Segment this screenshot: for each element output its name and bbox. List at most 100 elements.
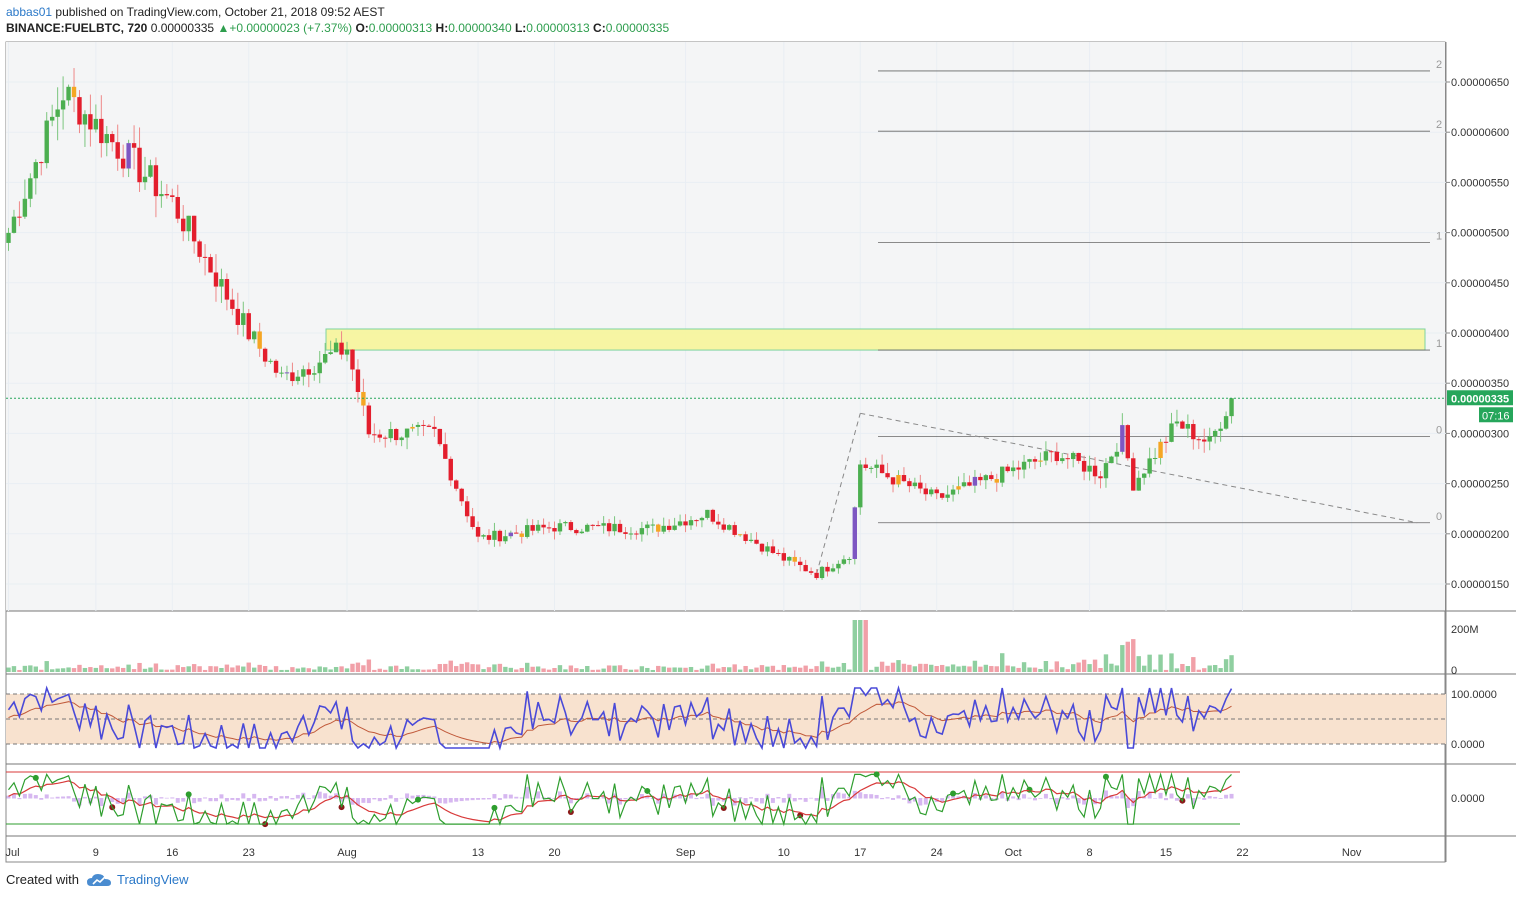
candle-body <box>312 373 317 375</box>
volume-bar <box>120 667 126 672</box>
author-link[interactable]: abbas01 <box>6 5 53 19</box>
candle-body <box>727 525 732 530</box>
volume-bar <box>426 669 432 672</box>
price-pane-bg <box>6 42 1445 611</box>
volume-bar <box>1054 661 1060 672</box>
volume-bar <box>939 664 945 672</box>
candle-body <box>694 520 699 522</box>
macd-hist-bar <box>1103 790 1108 799</box>
candle-body <box>1010 467 1016 472</box>
volume-bar <box>601 668 606 672</box>
candle-body <box>683 521 688 526</box>
macd-hist-bar <box>55 796 60 799</box>
volume-bar <box>262 666 268 672</box>
volume-bar <box>1196 669 1201 672</box>
candle-body <box>798 561 803 566</box>
macd-hist-bar <box>383 798 388 800</box>
volume-bar <box>716 668 721 672</box>
candle-body <box>1087 465 1092 472</box>
volume-bar <box>945 666 950 672</box>
macd-hist-bar <box>880 798 885 800</box>
volume-bar <box>661 666 666 672</box>
candle-body <box>759 543 765 552</box>
candle-body <box>1163 441 1169 443</box>
volume-bar <box>1010 666 1016 672</box>
macd-hist-bar <box>1174 798 1179 801</box>
candle-body <box>230 299 235 309</box>
volume-bar <box>328 669 333 672</box>
macd-hist-bar <box>1164 798 1169 801</box>
macd-hist-bar <box>710 798 715 806</box>
candle-body <box>1131 458 1136 491</box>
candle-body <box>443 444 448 459</box>
volume-bar <box>841 662 847 672</box>
candle-body <box>945 494 950 498</box>
candle-body <box>159 194 164 197</box>
candle-body <box>934 489 939 494</box>
candle-body <box>961 482 967 487</box>
volume-bar <box>252 667 257 672</box>
volume-axis-label: 0 <box>1451 665 1457 677</box>
candle-body <box>617 523 623 533</box>
candle-body <box>191 215 197 242</box>
volume-bar <box>792 666 797 672</box>
resistance-zone <box>325 328 1426 351</box>
volume-bar <box>907 664 912 672</box>
candle-body <box>262 348 268 362</box>
macd-hist-bar <box>1060 797 1065 799</box>
candle-body <box>49 116 55 121</box>
macd-hist-bar <box>268 795 273 799</box>
macd-hist-bar <box>787 793 792 799</box>
y-tick-label: 0.00000650 <box>1451 77 1509 89</box>
macd-hist-bar <box>1109 794 1114 799</box>
macd-hist-bar <box>1065 798 1070 800</box>
candle-body <box>677 521 683 526</box>
macd-hist-bar <box>814 798 819 801</box>
volume-bar <box>1038 668 1043 672</box>
tradingview-link[interactable]: TradingView <box>86 872 189 887</box>
candle-body <box>268 360 273 362</box>
candle-body <box>972 476 978 486</box>
macd-hist-bar <box>459 798 464 802</box>
candle-body <box>612 523 617 532</box>
volume-bar <box>525 662 530 672</box>
x-tick-label: 9 <box>93 847 99 859</box>
candle-body <box>645 524 650 529</box>
macd-hist-bar <box>770 798 775 803</box>
volume-bar <box>1212 664 1218 672</box>
candle-body <box>699 517 705 521</box>
macd-hist-bar <box>776 797 781 799</box>
macd-hist-bar <box>497 798 502 800</box>
candle-body <box>983 475 989 481</box>
macd-hist-bar <box>1114 796 1119 799</box>
macd-hist-bar <box>1191 798 1196 805</box>
candle-body <box>563 522 568 524</box>
volume-bar <box>404 666 410 672</box>
rsi-axis-label: 0.0000 <box>1451 739 1485 751</box>
candle-body <box>737 534 743 536</box>
macd-hist-bar <box>885 797 890 799</box>
volume-bar <box>721 667 726 672</box>
macd-hist-bar <box>121 798 126 803</box>
volume-bar <box>1136 656 1141 672</box>
candle-body <box>175 196 180 219</box>
candle-body <box>1027 459 1032 462</box>
volume-bar <box>213 666 219 672</box>
candle-body <box>202 256 208 258</box>
volume-bar <box>710 663 716 672</box>
volume-bar <box>672 667 677 672</box>
candle-body <box>918 482 923 489</box>
candle-body <box>1147 458 1152 474</box>
candle-body <box>1229 398 1234 417</box>
chart-canvas[interactable]: Jul 9 16 23 Aug 13 20 Sep 10 17 24 Oct 8 15 22 Nov0.000… <box>0 0 1521 870</box>
volume-bar <box>541 668 546 672</box>
macd-hist-bar <box>110 798 115 803</box>
footer: Created with TradingView <box>6 872 189 887</box>
macd-hist-bar <box>825 798 830 801</box>
y-tick-label: 0.00000450 <box>1451 278 1509 290</box>
volume-bar <box>1169 653 1174 672</box>
x-tick-label: Sep <box>676 847 696 859</box>
candle-body <box>235 308 241 325</box>
macd-hist-bar <box>1213 796 1218 799</box>
candle-body <box>1196 439 1201 441</box>
